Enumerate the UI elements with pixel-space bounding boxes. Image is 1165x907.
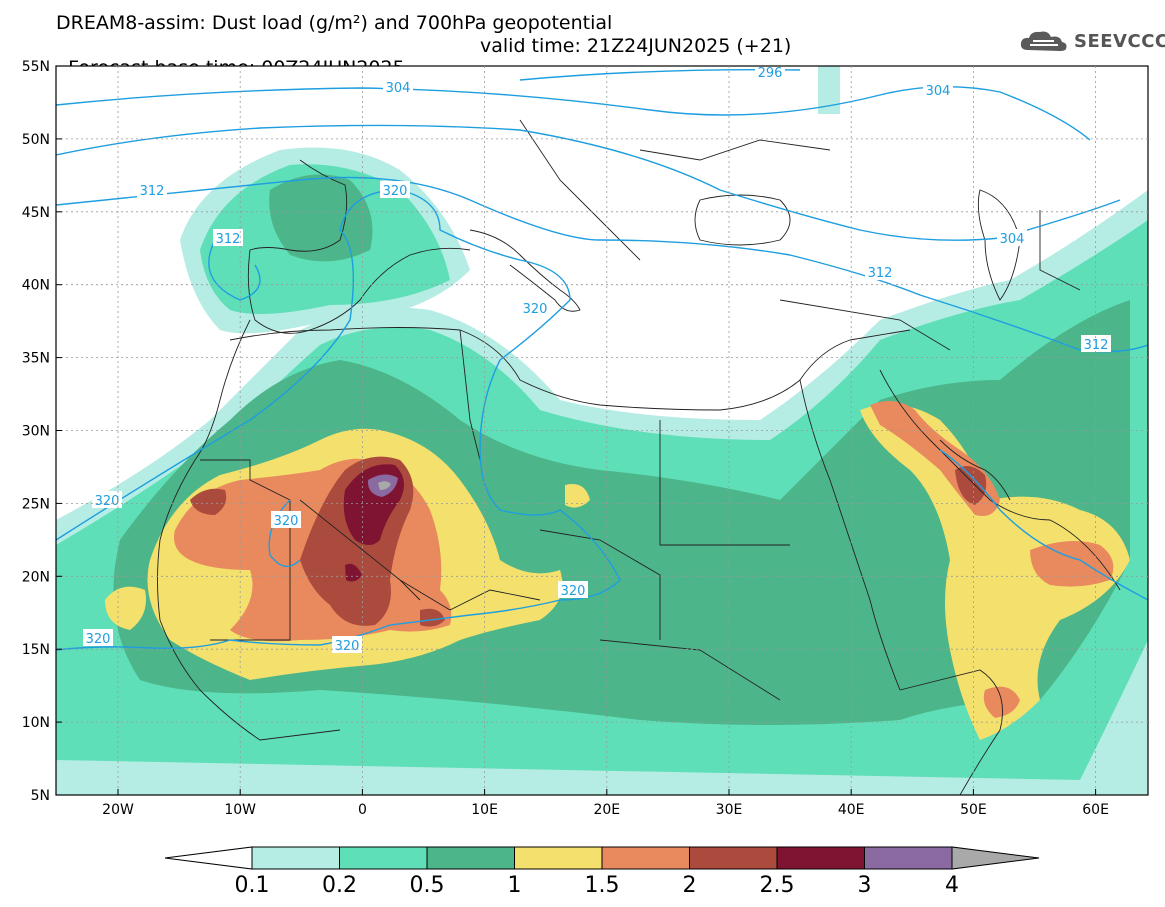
seevccc-logo: SEEVCCC bbox=[1018, 28, 1165, 54]
colorbar-label: 2 bbox=[683, 873, 697, 898]
contour-label: 304 bbox=[926, 84, 951, 99]
colorbar-segment bbox=[514, 846, 603, 870]
contour-label-bg bbox=[997, 229, 1027, 246]
contour-label: 320 bbox=[561, 584, 586, 599]
colorbar-segment bbox=[339, 846, 428, 870]
contour-label: 312 bbox=[1084, 338, 1109, 353]
cloud-icon bbox=[1020, 31, 1067, 51]
contour-label: 320 bbox=[335, 639, 360, 654]
coastlines-borders bbox=[157, 119, 1121, 795]
dust-shading bbox=[56, 66, 1148, 795]
lon-tick-label: 20W bbox=[102, 802, 134, 818]
colorbar-label: 2.5 bbox=[760, 873, 795, 898]
contour-label-bg bbox=[92, 491, 122, 508]
contour-label-bg bbox=[865, 263, 895, 280]
lat-tick-label: 30N bbox=[22, 424, 50, 440]
colorbar-label: 0.2 bbox=[322, 873, 357, 898]
contour-label-bg bbox=[1081, 335, 1111, 352]
lat-tick-label: 40N bbox=[22, 278, 50, 294]
contour-label: 320 bbox=[95, 494, 120, 509]
contour-label: 304 bbox=[386, 81, 411, 96]
lat-tick-label: 55N bbox=[22, 59, 50, 75]
lat-tick-label: 45N bbox=[22, 205, 50, 221]
lon-tick-label: 30E bbox=[716, 802, 743, 818]
contour-label-bg bbox=[213, 229, 243, 246]
colorbar-lower-arrow bbox=[164, 846, 253, 870]
contour-label: 320 bbox=[383, 184, 408, 199]
colorbar-segment bbox=[864, 846, 953, 870]
lon-tick-label: 40E bbox=[838, 802, 865, 818]
lon-tick-label: 10W bbox=[224, 802, 256, 818]
contour-label: 312 bbox=[868, 266, 893, 281]
contour-label-bg bbox=[923, 81, 953, 98]
contour-label: 296 bbox=[758, 66, 783, 81]
contour-label: 312 bbox=[140, 184, 165, 199]
lon-tick-label: 20E bbox=[593, 802, 620, 818]
contour-label-bg bbox=[380, 181, 410, 198]
colorbar-label: 4 bbox=[945, 873, 959, 898]
lat-tick-label: 5N bbox=[31, 788, 50, 804]
logo-text: SEEVCCC bbox=[1074, 30, 1165, 52]
valid-time: valid time: 21Z24JUN2025 (+21) bbox=[480, 35, 792, 57]
lat-tick-label: 35N bbox=[22, 351, 50, 367]
axis-ticks: 20W 10W 0 10E 20E 30E 40E 50E 60E 55N 50N 45N 40N 35N… bbox=[22, 59, 1109, 818]
colorbar-label: 0.5 bbox=[410, 873, 445, 898]
contour-label-bg bbox=[83, 629, 113, 646]
contour-label: 304 bbox=[1000, 232, 1025, 247]
contour-label: 320 bbox=[274, 514, 299, 529]
lat-tick-label: 50N bbox=[22, 132, 50, 148]
contour-label: 320 bbox=[523, 302, 548, 317]
contour-label-bg bbox=[332, 636, 362, 653]
lat-tick-label: 15N bbox=[22, 642, 50, 658]
lon-tick-label: 0 bbox=[358, 802, 367, 818]
colorbar-segment bbox=[251, 846, 340, 870]
colorbar-segment bbox=[601, 846, 690, 870]
contour-label-bg bbox=[755, 63, 785, 80]
colorbar-upper-arrow bbox=[951, 846, 1040, 870]
contour-label-bg bbox=[520, 299, 550, 316]
map-title: DREAM8-assim: Dust load (g/m²) and 700hP… bbox=[56, 12, 613, 34]
colorbar-label: 3 bbox=[858, 873, 872, 898]
lon-tick-label: 60E bbox=[1082, 802, 1109, 818]
colorbar-label: 1.5 bbox=[585, 873, 620, 898]
contour-label-bg bbox=[137, 181, 167, 198]
contour-label-bg bbox=[558, 581, 588, 598]
contour-label: 320 bbox=[86, 632, 111, 647]
colorbar-label: 0.1 bbox=[235, 873, 270, 898]
colorbar: 0.1 0.2 0.5 1 1.5 2 2.5 3 4 bbox=[164, 846, 1040, 898]
colorbar-segment bbox=[689, 846, 778, 870]
geopotential-contours bbox=[56, 69, 1148, 651]
lat-tick-label: 20N bbox=[22, 569, 50, 585]
contour-labels: 296 304 304 304 312 312 312 312 320 320 320 320 320 3… bbox=[83, 63, 1111, 654]
lat-tick-label: 10N bbox=[22, 715, 50, 731]
colorbar-segment bbox=[426, 846, 515, 870]
contour-label-bg bbox=[383, 78, 413, 95]
lat-tick-label: 25N bbox=[22, 496, 50, 512]
colorbar-segment bbox=[776, 846, 865, 870]
contour-label-bg bbox=[271, 511, 301, 528]
colorbar-label: 1 bbox=[508, 873, 522, 898]
lon-tick-label: 10E bbox=[471, 802, 498, 818]
contour-label: 312 bbox=[216, 232, 241, 247]
gridlines bbox=[56, 66, 1148, 795]
lon-tick-label: 50E bbox=[960, 802, 987, 818]
